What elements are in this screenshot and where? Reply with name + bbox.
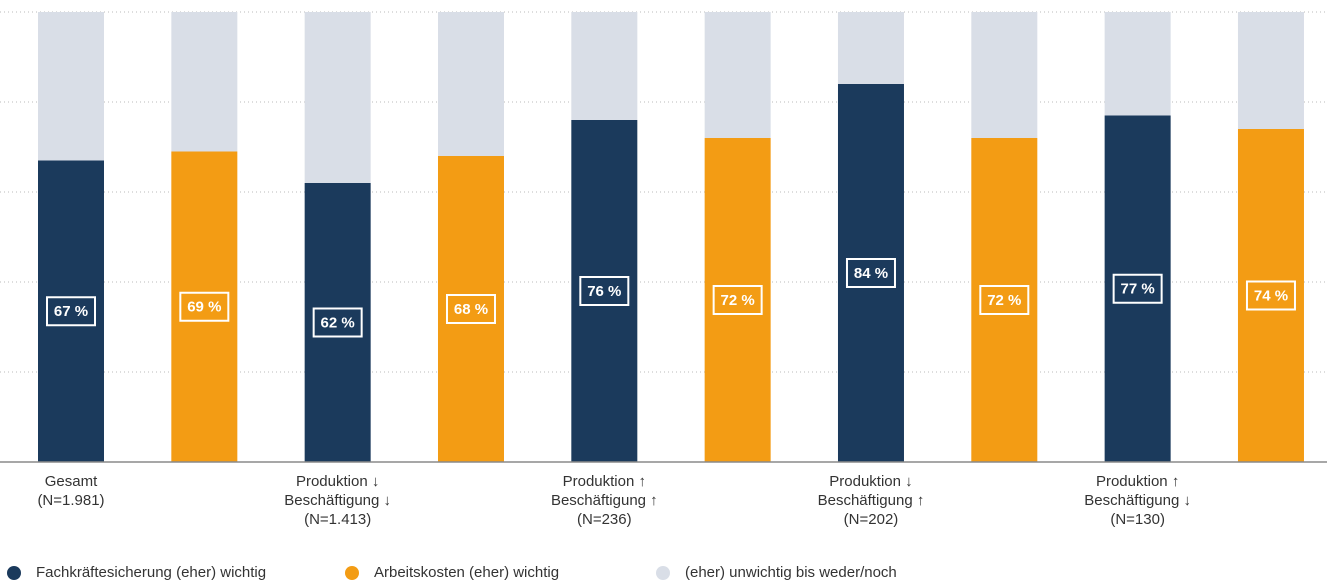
x-tick-label: Produktion ↑ xyxy=(563,473,646,490)
bar xyxy=(1104,115,1171,462)
legend-marker xyxy=(656,566,670,580)
bar-rest xyxy=(304,12,371,183)
x-tick-label: Produktion ↓ xyxy=(829,473,912,490)
bar-rest xyxy=(837,12,904,84)
legend-label: Fachkräftesicherung (eher) wichtig xyxy=(36,564,266,581)
bar xyxy=(171,151,238,462)
value-label-box xyxy=(845,258,896,288)
bar-rest xyxy=(971,12,1038,138)
value-label: 62 % xyxy=(321,314,355,331)
value-label-box xyxy=(179,291,230,322)
x-tick-label: Produktion ↑ xyxy=(1096,473,1179,490)
bar xyxy=(1237,129,1304,462)
value-label: 67 % xyxy=(54,303,88,320)
value-label: 76 % xyxy=(587,283,621,300)
bar xyxy=(38,160,104,462)
bar-rest xyxy=(704,12,771,138)
bar xyxy=(837,84,904,462)
bar xyxy=(704,138,771,462)
value-label-box xyxy=(312,307,363,338)
legend-label: Arbeitskosten (eher) wichtig xyxy=(374,564,559,581)
x-tick-label: (N=1.981) xyxy=(37,492,104,509)
bar-rest xyxy=(571,12,638,120)
bar-rest xyxy=(38,12,104,161)
x-tick-label: (N=236) xyxy=(577,511,632,528)
x-tick-label: (N=1.413) xyxy=(304,511,371,528)
bar xyxy=(571,120,638,462)
x-tick-label: Beschäftigung ↓ xyxy=(1084,492,1191,509)
x-tick-label: Gesamt xyxy=(45,473,98,490)
value-label: 69 % xyxy=(187,299,221,316)
value-label-box xyxy=(979,285,1030,315)
bar-rest xyxy=(1104,12,1171,116)
value-label: 72 % xyxy=(987,292,1021,309)
x-tick-label: (N=202) xyxy=(844,511,899,528)
value-label: 72 % xyxy=(721,292,755,309)
bar-rest xyxy=(171,12,238,152)
value-label-box xyxy=(1112,273,1163,304)
value-label: 84 % xyxy=(854,265,888,282)
value-label: 77 % xyxy=(1121,281,1155,298)
value-label-box xyxy=(712,285,763,315)
value-label-box xyxy=(445,294,496,324)
value-label-box xyxy=(579,276,630,306)
value-label: 74 % xyxy=(1254,287,1288,304)
value-label: 68 % xyxy=(454,301,488,318)
bar xyxy=(304,183,371,462)
x-tick-label: (N=130) xyxy=(1110,511,1165,528)
x-tick-label: Produktion ↓ xyxy=(296,473,379,490)
x-tick-label: Beschäftigung ↓ xyxy=(284,492,391,509)
x-tick-label: Beschäftigung ↑ xyxy=(551,492,658,509)
legend-marker xyxy=(345,566,359,580)
x-tick-label: Beschäftigung ↑ xyxy=(818,492,925,509)
value-label-box xyxy=(1245,280,1296,311)
legend-label: (eher) unwichtig bis weder/noch xyxy=(685,564,897,581)
legend-marker xyxy=(7,566,21,580)
bar xyxy=(437,156,504,462)
bar xyxy=(971,138,1038,462)
bar-rest xyxy=(437,12,504,156)
value-label-box xyxy=(46,296,96,327)
bar-rest xyxy=(1237,12,1304,129)
